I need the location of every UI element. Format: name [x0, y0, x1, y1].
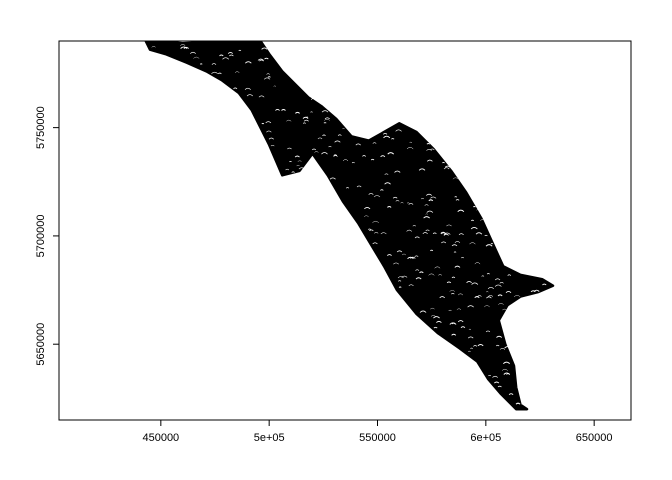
y-tick-label: 5700000	[35, 215, 47, 258]
y-axis: 5650000 5700000 5750000	[35, 106, 59, 366]
plot-frame	[58, 40, 632, 421]
region-outline	[144, 41, 555, 411]
mesh-texture	[151, 44, 547, 405]
x-tick-label: 550000	[359, 432, 396, 444]
x-tick-label: 450000	[142, 432, 179, 444]
y-tick-label: 5750000	[35, 106, 47, 149]
x-tick-label: 650000	[576, 432, 613, 444]
y-tick-label: 5650000	[35, 323, 47, 366]
x-axis: 450000 5e+05 550000 6e+05 650000	[142, 420, 613, 444]
x-tick-label: 5e+05	[254, 432, 285, 444]
polygon-layer	[144, 41, 555, 411]
x-tick-label: 6e+05	[470, 432, 501, 444]
